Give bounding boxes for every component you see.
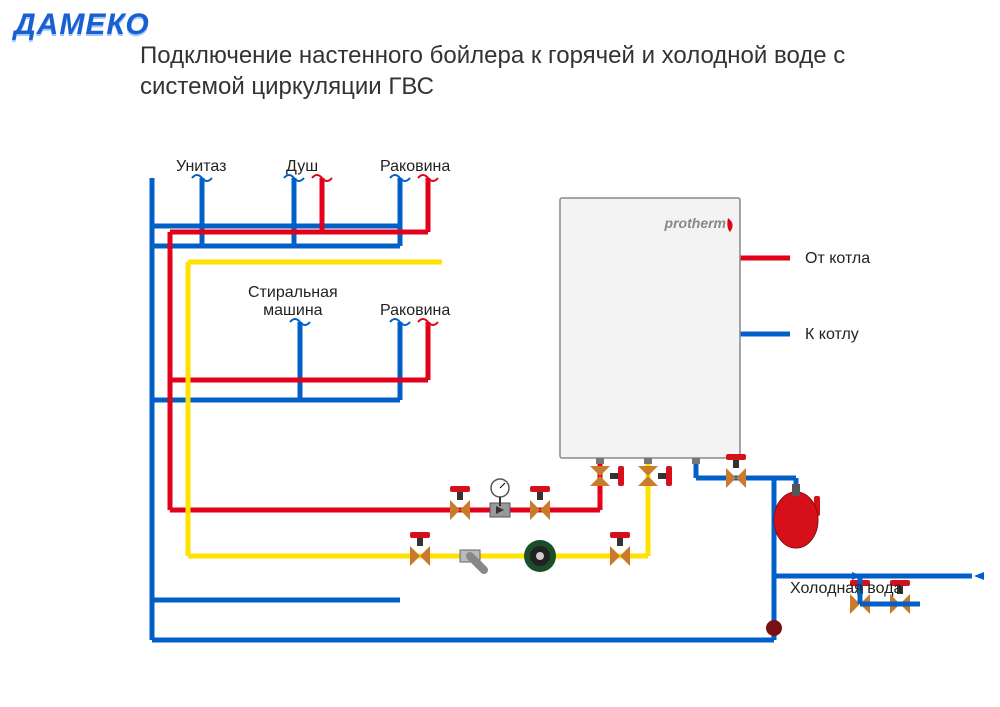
label-toilet: Унитаз xyxy=(176,158,226,176)
label-sink1: Раковина xyxy=(380,158,450,176)
label-sink2: Раковина xyxy=(380,302,450,320)
label-to-boiler: К котлу xyxy=(805,326,859,344)
plumbing-diagram: protherm xyxy=(0,0,1000,707)
label-cold-in: Холодная вода xyxy=(790,580,902,598)
label-washer: Стиральная машина xyxy=(248,284,338,320)
label-from-boiler: От котла xyxy=(805,250,870,268)
svg-text:protherm: protherm xyxy=(664,215,726,231)
label-shower: Душ xyxy=(286,158,318,176)
